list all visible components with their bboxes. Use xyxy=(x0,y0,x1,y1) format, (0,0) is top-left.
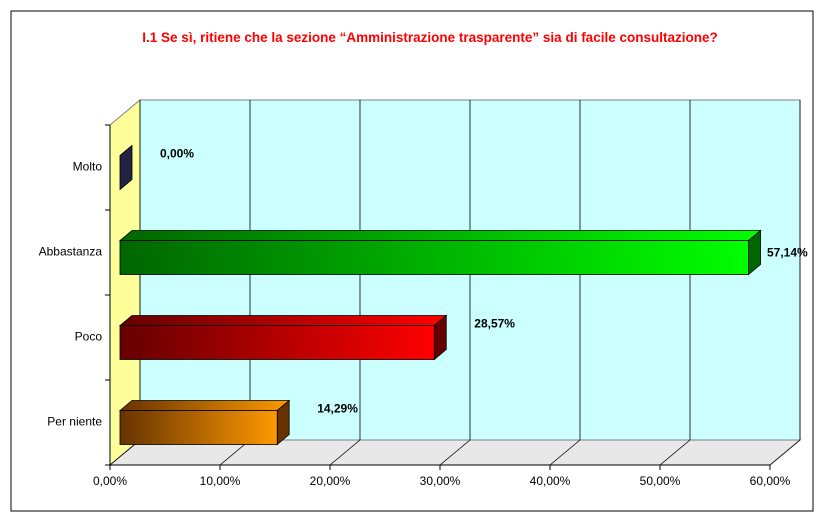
x-tick-label: 60,00% xyxy=(750,474,791,488)
x-tick-label: 0,00% xyxy=(93,474,127,488)
x-tick-label: 10,00% xyxy=(200,474,241,488)
x-tick-label: 20,00% xyxy=(310,474,351,488)
grid-line xyxy=(329,439,361,466)
x-tick-label: 30,00% xyxy=(420,474,461,488)
value-label: 28,57% xyxy=(474,317,515,331)
bar-top xyxy=(118,230,762,241)
x-tick-label: 50,00% xyxy=(640,474,681,488)
value-label: 57,14% xyxy=(767,246,808,260)
grid-line xyxy=(769,439,801,466)
grid-line xyxy=(659,439,691,466)
y-tick-label: Abbastanza xyxy=(39,245,103,259)
x-tick-label: 40,00% xyxy=(530,474,571,488)
grid-line xyxy=(549,439,581,466)
bar-side xyxy=(119,144,133,191)
y-tick-label: Molto xyxy=(73,160,103,174)
y-tick-label: Poco xyxy=(75,330,103,344)
grid-line xyxy=(439,439,471,466)
bar-top xyxy=(118,400,291,411)
value-label: 0,00% xyxy=(160,147,194,161)
bar xyxy=(119,240,749,275)
bar-top xyxy=(118,315,448,326)
y-tick-label: Per niente xyxy=(47,415,102,429)
chart-title: I.1 Se sì, ritiene che la sezione “Ammin… xyxy=(142,30,718,45)
value-label: 14,29% xyxy=(317,402,358,416)
bar xyxy=(119,410,278,445)
bar xyxy=(119,325,435,360)
